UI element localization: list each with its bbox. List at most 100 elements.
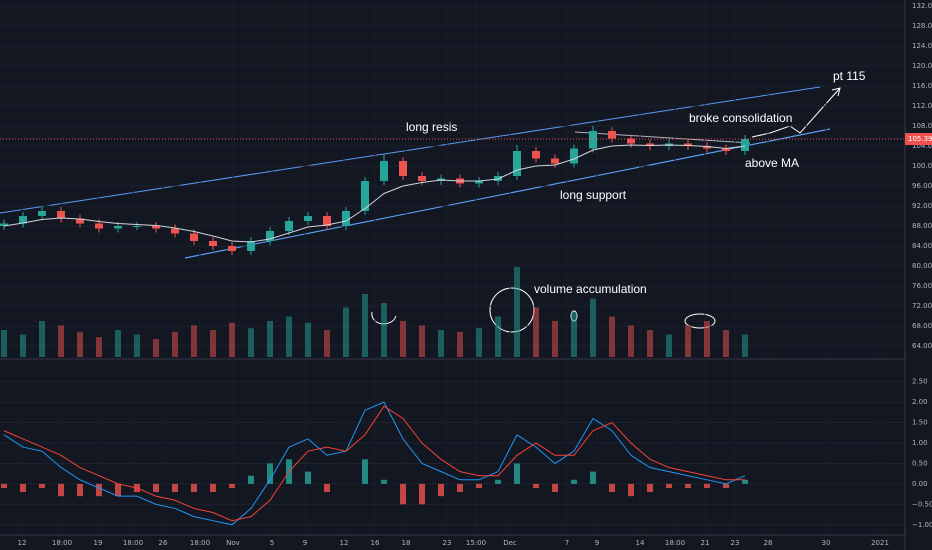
macd-histogram: [400, 483, 406, 505]
volume-bar: [533, 307, 539, 357]
macd-histogram: [229, 483, 235, 488]
volume-bar: [210, 330, 216, 357]
y-tick-label: 124.00: [912, 42, 932, 50]
candle-body: [741, 139, 749, 151]
volume-bar: [286, 316, 292, 357]
y-tick-label: 64.00: [912, 342, 932, 350]
candle-body: [570, 148, 578, 164]
y2-tick-label: 0.00: [912, 480, 928, 488]
x-tick-label: 23: [731, 539, 740, 547]
y-tick-label: 128.00: [912, 22, 932, 30]
x-tick-label: 14: [636, 539, 645, 547]
macd-histogram: [191, 483, 197, 493]
macd-histogram: [381, 479, 387, 484]
macd-histogram: [609, 483, 615, 493]
macd-line: [3, 401, 746, 526]
volume-bar: [115, 330, 121, 357]
x-tick-label: 12: [18, 539, 27, 547]
macd-histogram: [438, 483, 444, 497]
candle-body: [0, 223, 8, 226]
candle-body: [551, 158, 559, 164]
volume-bar: [324, 330, 330, 357]
macd-histogram: [628, 483, 634, 497]
y-tick-label: 116.00: [912, 82, 932, 90]
y-tick-label: 104.00: [912, 142, 932, 150]
macd-histogram: [723, 483, 729, 488]
macd-histogram: [457, 483, 463, 493]
y-tick-label: 76.00: [912, 282, 932, 290]
volume-bar: [476, 328, 482, 357]
y-tick-label: 120.00: [912, 62, 932, 70]
candle-body: [608, 131, 616, 139]
candle-body: [703, 146, 711, 149]
y2-tick-label: −0.50: [912, 500, 932, 508]
volume-bar: [400, 321, 406, 357]
volume-bar: [305, 322, 311, 357]
volume-bar: [20, 334, 26, 357]
y2-tick-label: 1.00: [912, 439, 928, 447]
candle-body: [266, 231, 274, 241]
candle-body: [399, 161, 407, 176]
x-tick-label: 16: [371, 539, 380, 547]
candle-body: [19, 216, 27, 224]
candle-body: [513, 151, 521, 176]
x-tick-label: 18:00: [52, 539, 72, 547]
volume-bar: [628, 325, 634, 357]
macd-histogram: [267, 463, 273, 484]
candle-body: [133, 226, 141, 227]
x-tick-label: 18:00: [665, 539, 685, 547]
candle-body: [304, 216, 312, 221]
x-tick-label: 18: [402, 539, 411, 547]
macd-histogram: [514, 463, 520, 484]
volume-bar: [172, 331, 178, 357]
y2-tick-label: −1.00: [912, 521, 932, 529]
macd-histogram: [324, 483, 330, 493]
volume-bar: [248, 328, 254, 357]
candle-body: [95, 223, 103, 229]
x-tick-label: 28: [764, 539, 773, 547]
x-tick-label: 30: [822, 539, 831, 547]
x-tick-label: 21: [701, 539, 710, 547]
annotation: long resis: [406, 120, 457, 134]
volume-bar: [267, 321, 273, 357]
volume-bar: [77, 331, 83, 357]
macd-histogram: [172, 483, 178, 493]
candle-body: [475, 181, 483, 184]
last-price-label: 105.39: [908, 135, 932, 143]
macd-histogram: [58, 483, 64, 497]
candle-body: [418, 176, 426, 181]
macd-histogram: [1, 483, 7, 488]
candle-body: [627, 138, 635, 144]
x-tick-label: 12: [340, 539, 349, 547]
candle-body: [532, 151, 540, 159]
volume-bar: [134, 334, 140, 357]
candle-body: [228, 246, 236, 251]
consolidation-line: [574, 131, 751, 144]
macd-histogram: [742, 479, 748, 484]
macd-histogram: [552, 483, 558, 493]
candle-body: [323, 216, 331, 226]
macd-histogram: [666, 483, 672, 488]
volume-bar: [362, 294, 368, 357]
macd-histogram: [571, 479, 577, 484]
volume-bar: [191, 325, 197, 357]
annotation: volume accumulation: [534, 282, 647, 296]
volume-bar: [343, 307, 349, 357]
y-tick-label: 84.00: [912, 242, 932, 250]
x-tick-label: 9: [303, 539, 307, 547]
volume-bar: [381, 303, 387, 357]
signal-line: [3, 405, 745, 522]
candle-body: [589, 131, 597, 149]
y-tick-label: 96.00: [912, 182, 932, 190]
macd-histogram: [495, 479, 501, 484]
x-tick-label: 5: [270, 539, 274, 547]
candle-body: [285, 221, 293, 231]
candle-body: [171, 228, 179, 234]
candle-body: [209, 241, 217, 246]
x-tick-label: 19: [94, 539, 103, 547]
x-tick-label: 26: [159, 539, 168, 547]
x-tick-label: 18:00: [123, 539, 143, 547]
x-tick-label: 9: [595, 539, 599, 547]
candle-body: [684, 143, 692, 146]
